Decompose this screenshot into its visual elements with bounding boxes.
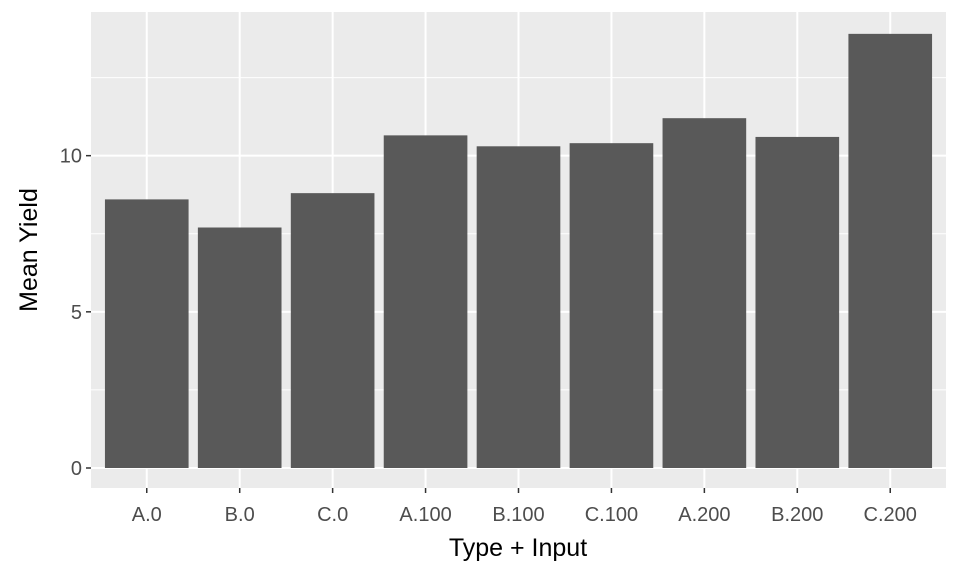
bar-C.0 <box>290 193 375 468</box>
bar-A.100 <box>383 135 468 468</box>
y-axis-ticks: 0 5 10 <box>60 146 91 480</box>
x-axis-title: Type + Input <box>449 534 587 562</box>
y-axis-title: Mean Yield <box>15 188 43 312</box>
y-tick-label: 5 <box>71 302 82 324</box>
x-tick-label: C.100 <box>585 504 638 526</box>
bar-B.200 <box>755 136 840 468</box>
y-tick-label: 10 <box>60 146 82 168</box>
bars <box>104 33 933 469</box>
y-tick-label: 0 <box>71 458 82 480</box>
x-tick-label: C.200 <box>864 504 917 526</box>
x-tick-label: C.0 <box>317 504 348 526</box>
bar-A.200 <box>662 118 747 469</box>
x-axis-ticks: A.0 B.0 C.0 A.100 B.100 C.100 A.200 B.200 C.200 <box>132 488 917 526</box>
x-tick-label: A.0 <box>132 504 162 526</box>
bar-B.100 <box>476 146 561 468</box>
bar-B.0 <box>197 227 282 468</box>
x-tick-label: B.0 <box>225 504 255 526</box>
x-tick-label: A.200 <box>678 504 730 526</box>
bar-C.200 <box>848 33 933 469</box>
x-tick-label: B.100 <box>492 504 544 526</box>
bar-C.100 <box>569 143 654 468</box>
x-tick-label: B.200 <box>771 504 823 526</box>
bar-A.0 <box>104 199 189 468</box>
x-tick-label: A.100 <box>399 504 451 526</box>
